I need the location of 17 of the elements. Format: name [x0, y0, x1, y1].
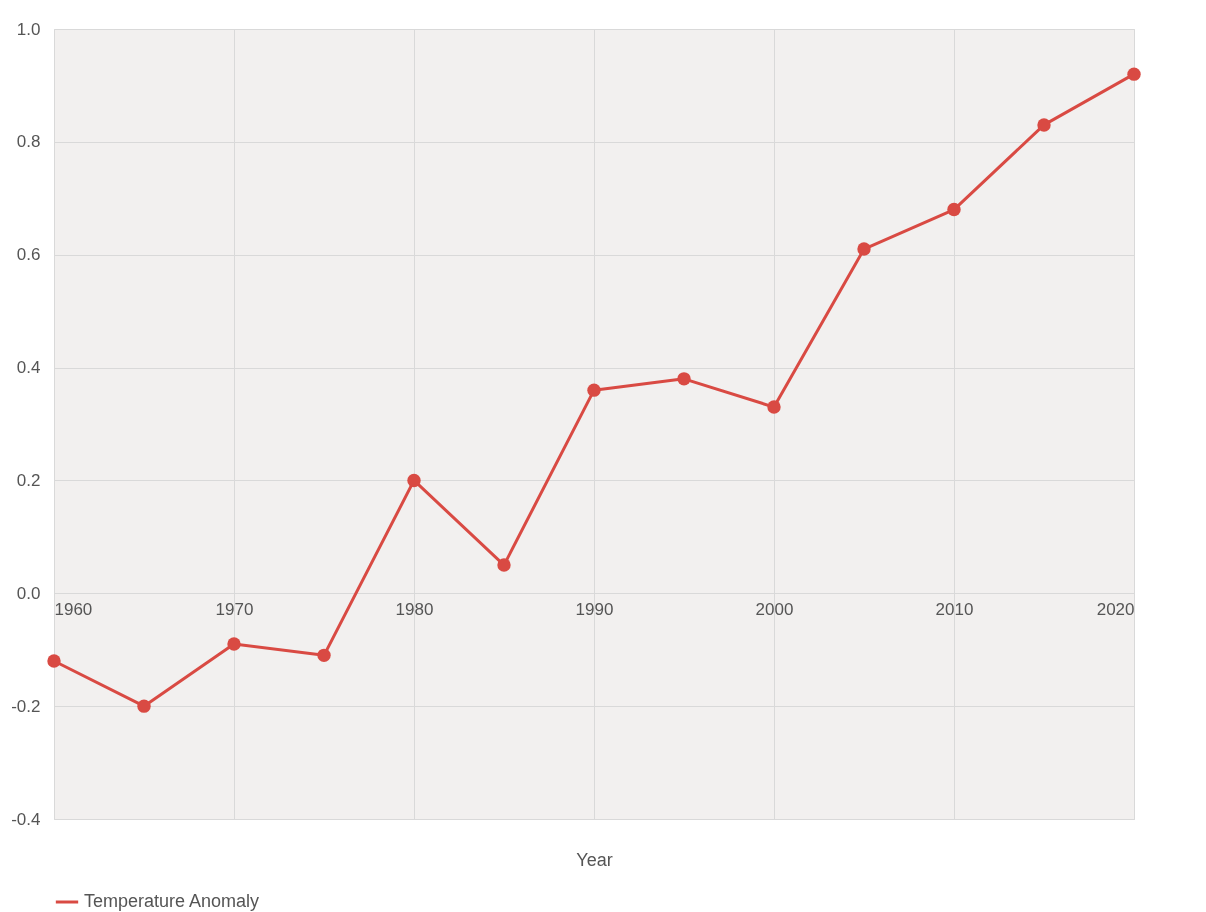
- y-tick-label: -0.2: [11, 696, 41, 716]
- y-tick-label: 0.2: [16, 470, 41, 490]
- y-tick-label: -0.4: [11, 809, 41, 829]
- x-tick-label: 2010: [935, 599, 974, 619]
- x-tick-label: 1960: [54, 599, 93, 619]
- x-axis-title: Year: [576, 849, 613, 870]
- x-tick-label: 1970: [215, 599, 254, 619]
- y-tick-label: 0.4: [16, 358, 41, 378]
- x-tick-label: 2000: [755, 599, 794, 619]
- x-tick-label: 2020: [1096, 599, 1135, 619]
- y-tick-label: 0.8: [16, 132, 41, 152]
- y-tick-label: 1.0: [16, 19, 41, 39]
- legend-label: Temperature Anomaly: [84, 891, 260, 911]
- x-tick-label: 1980: [395, 599, 434, 619]
- y-tick-label: 0.0: [16, 583, 41, 603]
- x-tick-label: 1990: [575, 599, 614, 619]
- y-tick-label: 0.6: [16, 245, 41, 265]
